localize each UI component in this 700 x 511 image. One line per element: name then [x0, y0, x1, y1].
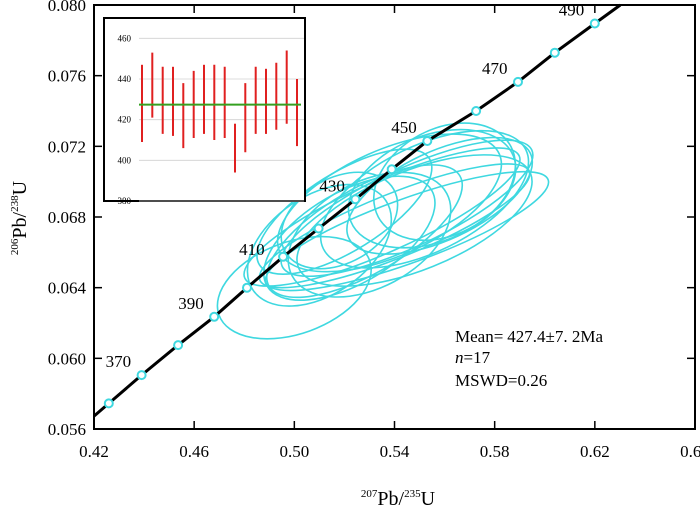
age-marker-410 [278, 251, 289, 262]
age-marker-430 [350, 194, 361, 205]
y-tick-label-0.068: 0.068 [48, 208, 86, 227]
age-marker-450 [422, 136, 433, 146]
y-axis-title-sup: 206 [9, 238, 21, 255]
mswd-text: MSWD=0.26 [455, 371, 547, 390]
age-marker-440 [386, 164, 397, 175]
x-tick-label-0.62: 0.62 [580, 442, 610, 461]
x-tick-label-0.58: 0.58 [480, 442, 510, 461]
error-ellipse-14 [372, 122, 517, 242]
inset-bars [141, 50, 298, 173]
x-axis-ticks: 0.42 0.46 0.50 0.54 0.58 0.62 0.66 [79, 5, 700, 461]
x-axis-title-base2: U [421, 488, 436, 510]
inset-tick-label-460: 460 [118, 33, 132, 43]
error-ellipse-16 [216, 235, 372, 340]
inset-tick-label-400: 400 [118, 155, 132, 165]
y-tick-label-0.076: 0.076 [48, 67, 86, 86]
ellipse-layer [216, 122, 550, 340]
age-marker-370 [136, 370, 147, 381]
age-marker-420 [313, 223, 324, 234]
age-marker-380 [173, 340, 184, 351]
age-marker-360 [103, 398, 114, 409]
y-tick-label-0.080: 0.080 [48, 0, 86, 15]
x-tick-label-0.42: 0.42 [79, 442, 109, 461]
x-tick-label-0.66: 0.66 [680, 442, 700, 461]
age-label-470: 470 [482, 59, 508, 78]
mean-prefix: Mean= [455, 327, 503, 346]
x-tick-label-0.46: 0.46 [179, 442, 209, 461]
n-value: =17 [464, 348, 491, 367]
age-marker-470 [513, 76, 523, 87]
x-tick-label-0.50: 0.50 [279, 442, 309, 461]
y-tick-label-0.060: 0.060 [48, 349, 86, 368]
error-ellipse-12 [264, 170, 550, 292]
age-label-450: 450 [391, 118, 417, 137]
error-ellipse-17 [280, 171, 399, 270]
y-axis-title-sup2: 238 [9, 195, 21, 212]
mean-value: 427.4±7. 2Ma [507, 327, 603, 346]
age-label-410: 410 [239, 240, 265, 259]
age-marker-460 [471, 106, 482, 116]
age-label-layer: 370 390 410 430 450 470 490 [106, 1, 585, 372]
y-axis-title-base2: U [9, 180, 31, 195]
x-axis-title: 207Pb/235U [361, 488, 436, 510]
y-tick-label-0.064: 0.064 [48, 279, 87, 298]
error-ellipse-10 [263, 175, 436, 302]
y-axis-ticks: 0.056 0.060 0.064 0.068 0.072 0.076 0.080 [48, 0, 695, 439]
age-marker-layer [103, 18, 600, 409]
age-marker-390 [209, 311, 220, 322]
inset-tick-label-420: 420 [118, 115, 132, 125]
age-marker-490 [589, 18, 600, 29]
error-ellipse-11 [276, 133, 503, 273]
inset-tick-label-440: 440 [118, 74, 132, 84]
age-label-490: 490 [559, 1, 585, 20]
y-tick-label-0.056: 0.056 [48, 420, 86, 439]
error-ellipse-8 [287, 171, 452, 298]
n-text: n=17 [455, 348, 491, 367]
y-axis-title-base: Pb/ [9, 211, 31, 238]
age-label-370: 370 [106, 352, 132, 371]
error-ellipse-7 [296, 154, 533, 287]
y-axis-title: 206Pb/238U [9, 180, 31, 255]
error-ellipse-15 [347, 128, 517, 249]
stats-box: Mean= 427.4±7. 2Ma n=17 MSWD=0.26 [455, 327, 603, 390]
mean-text: Mean= 427.4±7. 2Ma [455, 327, 603, 346]
age-label-390: 390 [178, 294, 204, 313]
age-label-430: 430 [319, 176, 345, 195]
x-axis-title-sup2: 235 [404, 488, 421, 500]
inset-tick-label-380: 380 [118, 196, 132, 206]
x-axis-title-sup: 207 [361, 488, 378, 500]
age-marker-480 [549, 47, 560, 58]
n-label: n [455, 348, 464, 367]
x-axis-title-base: Pb/ [377, 488, 404, 510]
error-ellipse-6 [319, 129, 530, 269]
error-ellipse-13 [246, 183, 393, 307]
age-marker-400 [242, 282, 252, 293]
inset-chart: 380 400 420 440 460 [103, 17, 306, 206]
x-tick-label-0.54: 0.54 [380, 442, 410, 461]
y-tick-label-0.072: 0.072 [48, 137, 86, 156]
concordia-curve [93, 3, 622, 418]
